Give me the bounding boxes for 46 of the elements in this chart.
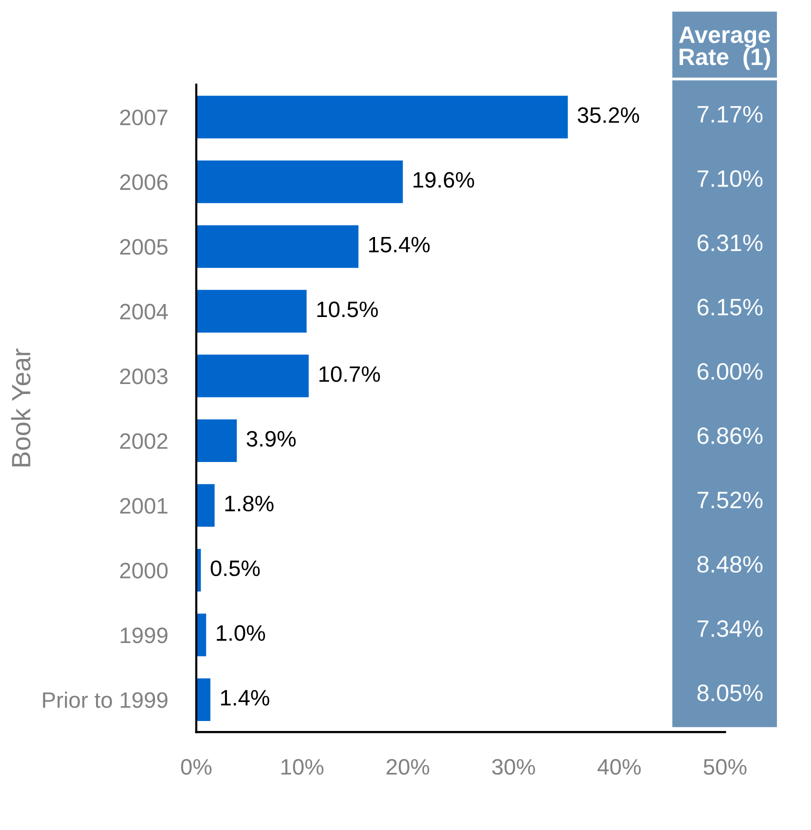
annotation: 6.15% (698, 298, 762, 316)
y-tick-label: 2006 (120, 174, 168, 190)
annotation: 8.48% (697, 556, 762, 573)
annotation: 7.52% (698, 492, 762, 508)
annotation: 6.86% (698, 427, 762, 444)
data-label: 1.0% (216, 625, 266, 641)
data-label: 35.2% (578, 107, 640, 123)
data-label: 3.9% (246, 430, 296, 447)
y-tick-label: 2000 (120, 562, 168, 578)
data-label: 10.5% (317, 301, 378, 318)
bar (196, 482, 216, 528)
bar (196, 676, 212, 722)
y-tick-label: 2002 (120, 433, 168, 449)
data-label: 1.8% (225, 496, 274, 512)
y-tick-label: 2007 (120, 110, 168, 126)
data-label: 1.4% (221, 690, 270, 706)
annotation: 7.34% (698, 620, 762, 637)
annotation: 7.10% (698, 170, 762, 187)
annotation: 6.00% (698, 363, 762, 380)
x-tick-label: 10% (281, 759, 324, 775)
y-tick-label: 2003 (120, 368, 168, 384)
data-label: 19.6% (414, 172, 474, 188)
x-tick-label: 50% (704, 759, 746, 775)
data-label: 0.5% (210, 560, 260, 576)
y-tick-label: 1999 (120, 627, 168, 644)
data-label: 15.4% (369, 236, 430, 252)
annotation: 6.31% (698, 234, 762, 252)
x-tick-label: 0% (181, 759, 212, 775)
bar (196, 353, 310, 399)
bar (196, 159, 404, 204)
annotation: 7.17% (698, 106, 762, 123)
bar (196, 288, 308, 334)
data-label: 10.7% (319, 366, 380, 382)
y-tick-label: 2001 (120, 498, 168, 514)
bar (196, 94, 570, 140)
annotation: 8.05% (697, 684, 762, 702)
y-tick-label: 2005 (120, 239, 168, 255)
y-tick-label: Prior to 1999 (43, 692, 168, 708)
text: Average Rate (1) (679, 26, 770, 70)
x-tick-label: 30% (492, 759, 535, 775)
bar (196, 224, 360, 270)
x-tick-label: 20% (386, 759, 430, 775)
bar (196, 418, 238, 464)
y-axis-title: Book Year (11, 348, 30, 466)
x-tick-label: 40% (598, 759, 641, 775)
y-tick-label: 2004 (120, 304, 168, 320)
